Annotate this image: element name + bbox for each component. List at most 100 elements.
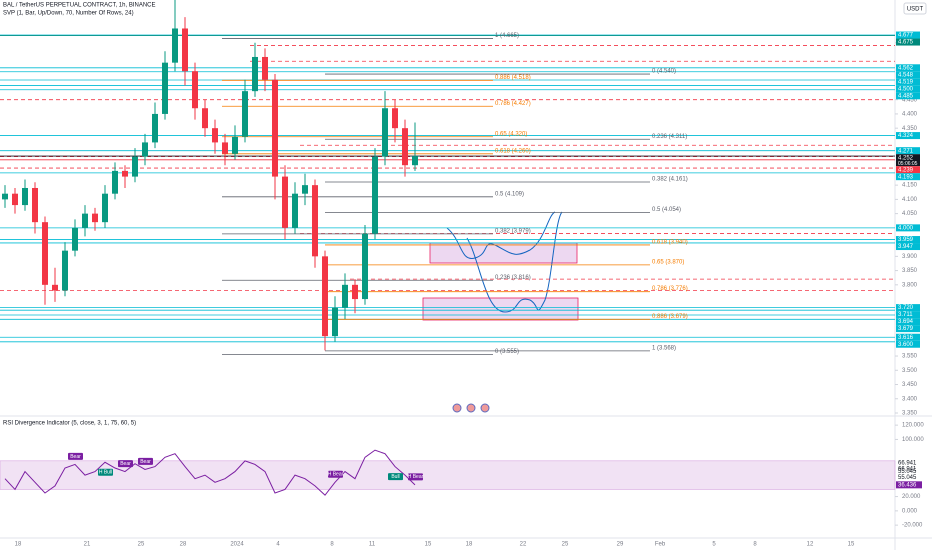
annotation-box [408,473,423,481]
annotation-box [388,473,403,481]
price-label: 4.252 [898,155,914,161]
price-label: 4.239 [898,167,914,173]
annotation-box [68,452,83,460]
candle-body [202,108,208,129]
candle-body [272,79,278,177]
value-marker: 55.045 [898,469,917,475]
candle-body [2,193,8,200]
price-label-box [896,243,920,251]
candle-body [102,193,108,223]
fib-label: 0 (4.540) [652,69,676,75]
zone-box [429,242,578,264]
candle-body [302,185,308,194]
price-label-box [896,224,920,232]
fib-label: 1 (3.568) [652,345,676,351]
event-icon[interactable] [466,403,476,413]
candle-body [232,136,238,154]
projection-path [446,211,556,259]
fib-label: 0.382 (4.161) [652,177,688,183]
price-label: 3.711 [898,312,913,318]
price-label: 3.694 [898,319,914,325]
y-tick-label: 3.400 [902,396,918,402]
y-tick-label: 4.450 [902,97,918,103]
price-label-box [896,31,920,39]
price-label: 3.959 [898,237,914,243]
annotation: Bear [120,461,131,467]
price-label-box [896,78,920,86]
y-tick-label: 3.450 [902,382,918,388]
fib-label: 0.886 (3.679) [652,314,688,320]
annotation: H Bear [408,474,424,480]
x-tick-label: 8 [330,542,334,548]
price-label-box [896,147,920,155]
countdown: 05:06:05 [898,161,918,167]
price-label-box [896,154,920,167]
x-tick-label: 28 [180,542,187,548]
price-label-box [896,318,920,326]
y-tick-label: 3.800 [902,282,918,288]
zone-box [422,297,579,321]
candle-body [72,227,78,251]
price-label: 4.675 [898,40,914,46]
candle-body [322,256,328,337]
price-label: 3.616 [898,335,914,341]
value-marker: 66.941 [898,461,917,467]
fib-label: 0.65 (3.870) [652,259,684,265]
candle-body [352,284,358,300]
fib-label: 0.618 (4.260) [495,148,531,154]
y-tick-label: 120.000 [902,423,924,429]
candle-body [312,185,318,257]
y-tick-label: 4.150 [902,183,918,189]
candle-body [212,128,218,143]
indicator-title: RSI Divergence Indicator (5, close, 3, 1… [3,421,136,427]
price-label: 3.720 [898,305,914,311]
candle-body [32,187,38,223]
price-label-box [896,340,920,348]
annotation: H Bear [328,472,344,478]
price-label: 3.947 [898,244,914,250]
fib-label: 0.786 (4.427) [495,101,531,107]
x-tick-label: 22 [520,542,527,548]
fib-label: 0.886 (4.518) [495,75,531,81]
fib-label: 0 (3.555) [495,349,519,355]
candle-body [52,284,58,291]
fib-label: 0.236 (3.816) [495,275,531,281]
y-tick-label: -20.000 [902,523,923,529]
x-tick-label: Feb [655,542,666,548]
candle-body [242,91,248,137]
rsi-band [0,460,896,490]
fib-label: 0.5 (4.054) [652,207,681,213]
rsi-line [4,449,416,496]
fib-label: 0.786 (3.776) [652,286,688,292]
x-tick-label: 25 [562,542,569,548]
y-tick-label: 3.550 [902,354,918,360]
currency-button[interactable] [903,2,927,15]
price-label: 3.679 [898,326,914,332]
x-tick-label: 21 [84,542,91,548]
candle-body [12,193,18,206]
price-label: 4.562 [898,65,914,71]
price-label-box [896,304,920,312]
y-tick-label: 4.400 [902,112,918,118]
candle-body [152,113,158,143]
candle-body [42,222,48,285]
event-icon[interactable] [452,403,462,413]
x-tick-label: 11 [369,542,376,548]
event-icon[interactable] [480,403,490,413]
candle-body [162,62,168,114]
candle-body [362,233,368,300]
y-tick-label: 3.350 [902,411,918,417]
currency-label[interactable]: USDT [907,7,924,13]
price-label: 3.600 [898,342,914,348]
candle-body [292,193,298,228]
annotation-box [328,470,343,478]
price-label-box [896,333,920,341]
candle-body [262,56,268,80]
annotation: Bear [70,454,81,460]
price-label: 4.271 [898,148,914,154]
chart-title: BAL / TetherUS PERPETUAL CONTRACT, 1h, B… [3,3,156,9]
y-tick-label: 4.050 [902,211,918,217]
x-tick-label: 5 [712,542,716,548]
